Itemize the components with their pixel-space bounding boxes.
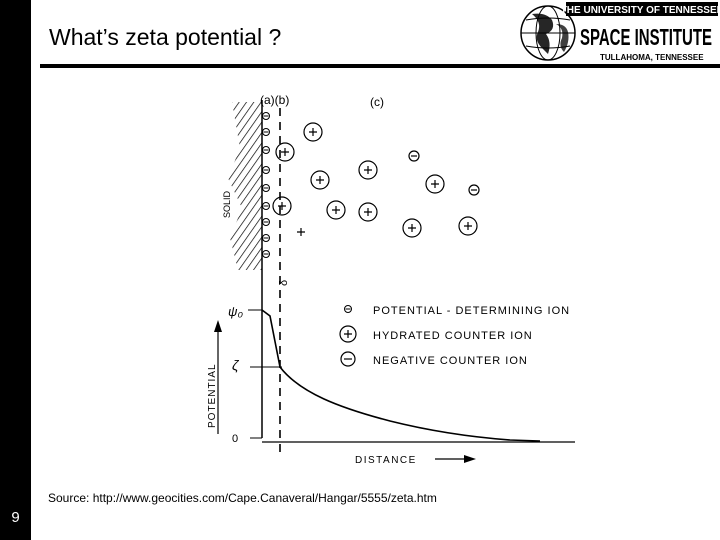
legend: POTENTIAL - DETERMINING ION HYDRATED COU… <box>339 305 570 367</box>
legend-potential-determining-ion-label: POTENTIAL - DETERMINING ION <box>373 305 570 317</box>
logo-institute-text: SPACE INSTITUTE <box>580 24 712 50</box>
hydrated-counter-ions <box>272 122 478 238</box>
solid-label: SOLID <box>222 190 232 218</box>
surface-ion-column <box>262 112 270 258</box>
slide-number: 9 <box>11 509 20 526</box>
negative-counter-ions <box>408 150 480 196</box>
left-sidebar-bar: 9 <box>0 0 31 540</box>
plane-label-c: (c) <box>370 95 384 109</box>
globe-icon <box>520 5 576 61</box>
free-positive-ions <box>297 228 305 236</box>
zeta-label: ζ <box>232 357 240 373</box>
x-axis-arrow <box>464 455 476 463</box>
plane-label-a-b: (a)(b) <box>260 93 289 107</box>
slide-title: What’s zeta potential ? <box>49 24 282 50</box>
logo-university-text: THE UNIVERSITY OF TENNESSEE <box>561 5 718 16</box>
logo-location-text: TULLAHOMA, TENNESSEE <box>600 53 704 62</box>
psi0-label: ψ₀ <box>228 304 243 319</box>
potential-decay-curve <box>261 309 541 442</box>
university-logo: THE UNIVERSITY OF TENNESSEE SPACE INSTIT… <box>520 2 718 62</box>
solid-surface-hatching <box>228 102 262 270</box>
zero-label: 0 <box>232 433 238 445</box>
delta-label: δ <box>278 280 290 286</box>
legend-hydrated-counter-ion-label: HYDRATED COUNTER ION <box>373 330 533 342</box>
title-divider <box>40 64 720 68</box>
x-axis-label: DISTANCE <box>355 455 417 466</box>
legend-potential-determining-ion-symbol <box>344 305 352 313</box>
y-axis-label: POTENTIAL <box>207 363 218 428</box>
legend-hydrated-counter-ion-symbol <box>339 325 357 343</box>
zeta-potential-diagram: SOLID (a)(b) (c) δ <box>207 93 575 466</box>
source-citation: Source: http://www.geocities.com/Cape.Ca… <box>48 491 437 505</box>
legend-negative-counter-ion-symbol <box>340 351 356 367</box>
legend-negative-counter-ion-label: NEGATIVE COUNTER ION <box>373 355 528 367</box>
y-axis-arrow <box>214 320 222 332</box>
